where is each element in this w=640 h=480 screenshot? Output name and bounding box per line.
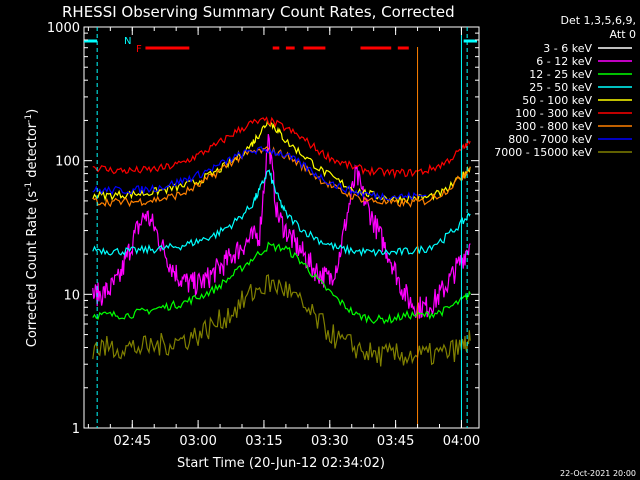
legend-header-2: Att 0 [610,28,636,41]
legend-label: 300 - 800 keV [515,120,592,133]
y-axis-label: Corrected Count Rate (s-1 detector-1) [24,109,40,347]
x-axis-label: Start Time (20-Jun-12 02:34:02) [177,456,385,471]
legend-label: 800 - 7000 keV [508,133,592,146]
legend-label: 25 - 50 keV [529,81,592,94]
night-flag-label: N [124,36,131,47]
series-line [92,274,471,367]
x-tick-label: 04:00 [443,434,480,449]
y-tick-label: 10 [63,288,80,303]
series-line [92,116,471,180]
y-tick-label: 1 [72,422,80,437]
x-tick-label: 03:30 [311,434,348,449]
y-tick-label: 1000 [47,21,80,36]
x-tick-label: 02:45 [114,434,151,449]
legend-header-1: Det 1,3,5,6,9, [560,14,636,27]
y-tick-label: 100 [55,155,80,170]
axes-layer: 02:45 03:00 03:15 03:30 03:45 04:00 1 10 100 1000 [47,21,480,449]
flare-flag-label: F [136,44,142,55]
series-line [92,169,471,257]
timestamp: 22-Oct-2021 20:00 [560,469,636,478]
series-line [92,133,471,319]
legend-label: 12 - 25 keV [529,68,592,81]
legend-label: 7000 - 15000 keV [494,146,592,159]
series-line [92,241,471,325]
series-line [92,146,471,208]
legend-label: 50 - 100 keV [522,94,592,107]
x-tick-label: 03:15 [245,434,282,449]
x-tick-label: 03:00 [179,434,216,449]
legend-label: 3 - 6 keV [543,42,592,55]
legend-label: 6 - 12 keV [536,55,592,68]
chart-title: RHESSI Observing Summary Count Rates, Co… [62,3,455,21]
flags-layer: N F [84,27,477,428]
plot-frame [83,26,480,429]
series-line [92,146,427,202]
x-tick-label: 03:45 [377,434,414,449]
legend-label: 100 - 300 keV [515,107,592,120]
series-layer [92,116,471,417]
